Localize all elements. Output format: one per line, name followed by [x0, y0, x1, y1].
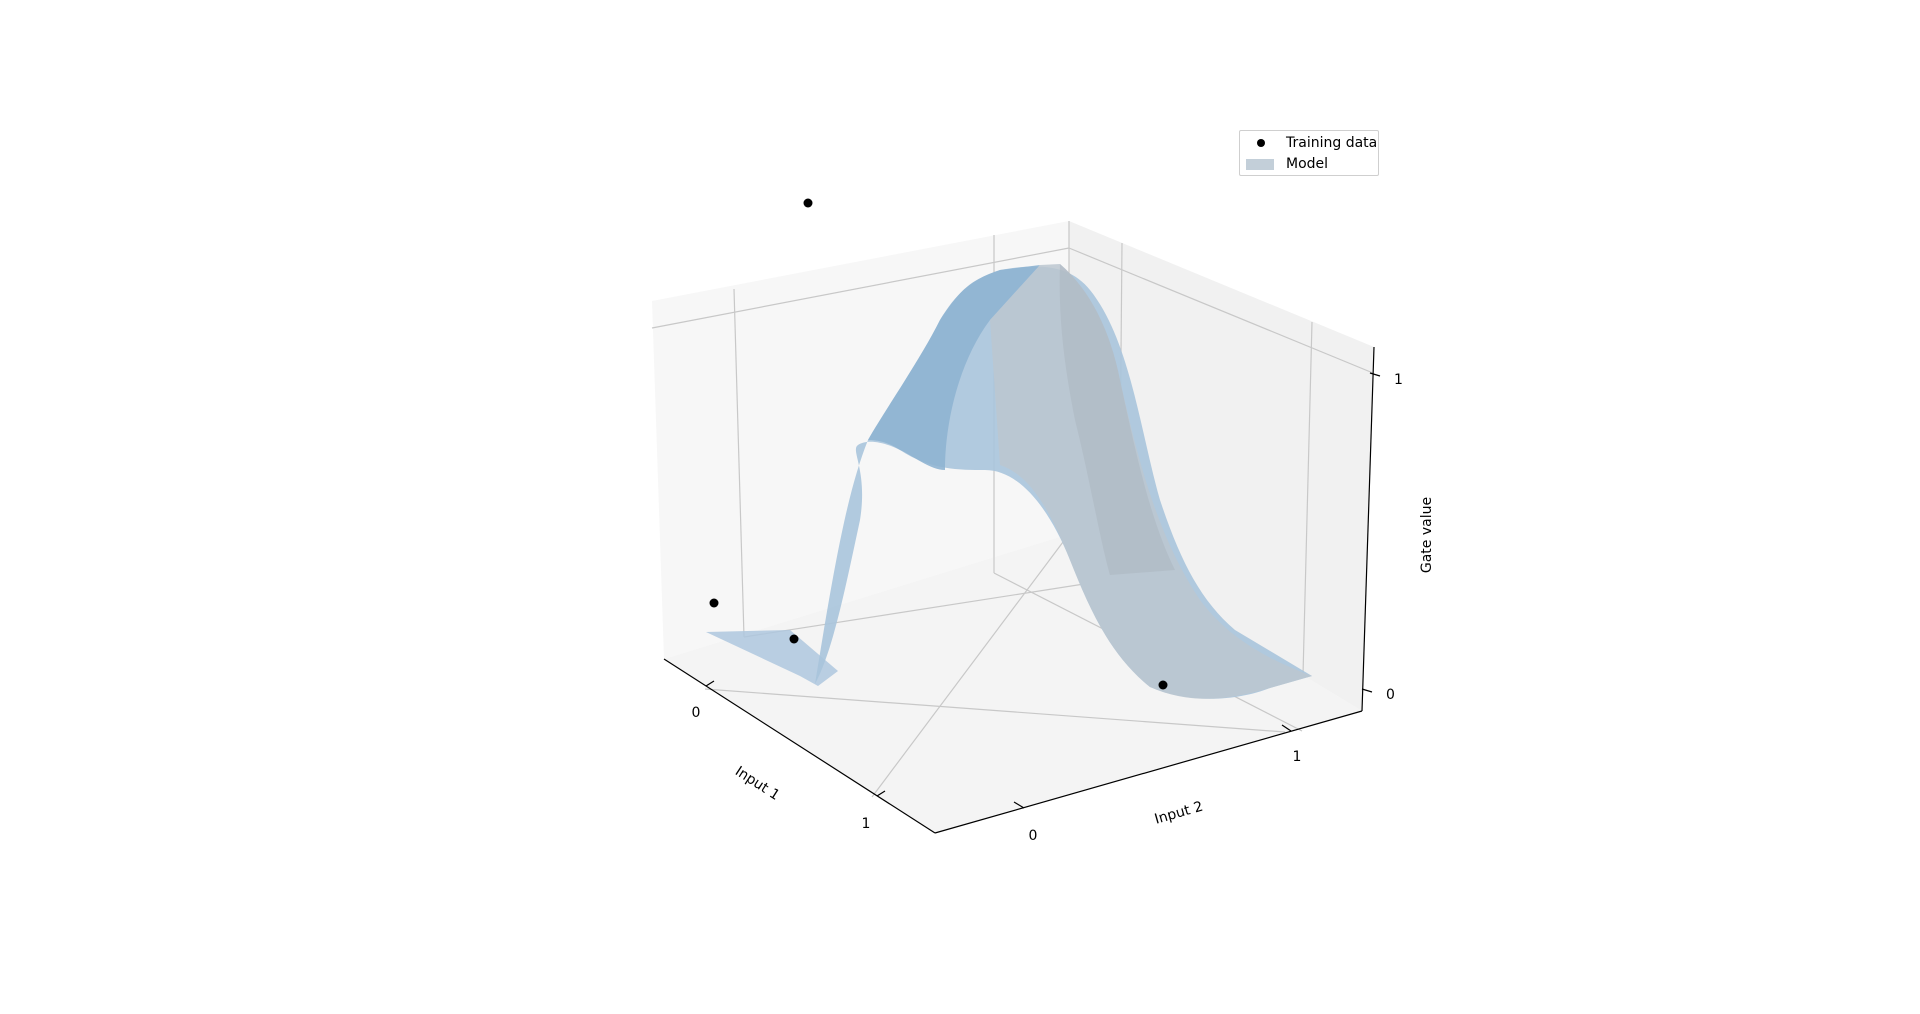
training-data-point	[789, 634, 799, 644]
legend-label-training-data: Training data	[1286, 135, 1378, 151]
x-tick-1	[876, 790, 886, 797]
z-tick-0	[1361, 688, 1373, 693]
training-data-point	[1158, 680, 1168, 690]
model-surface	[706, 264, 1312, 699]
y-tick-0	[1013, 801, 1025, 809]
legend-entry-model: Model	[1246, 154, 1328, 174]
x-axis-line	[663, 658, 936, 834]
legend-entry-training-data: Training data	[1246, 133, 1377, 153]
x-axis-label: Input 1	[732, 763, 782, 803]
back-right-pane	[1069, 221, 1374, 711]
surface-flat-left	[706, 630, 838, 686]
z-tick-label-0: 0	[1386, 687, 1395, 703]
z-tick-1	[1369, 372, 1381, 377]
legend-marker-dot	[1246, 139, 1276, 147]
training-data-point	[709, 598, 719, 608]
z-tick-label-1: 1	[1394, 372, 1403, 388]
y-tick-1	[1281, 724, 1292, 732]
legend: Training data Model	[1239, 130, 1379, 176]
z-axis-line	[1361, 346, 1375, 712]
legend-label-model: Model	[1286, 156, 1329, 172]
x-tick-0	[705, 680, 715, 687]
y-tick-label-1: 1	[1293, 749, 1302, 765]
axes-lines	[663, 346, 1381, 834]
training-data-points	[709, 198, 1168, 690]
training-data-point	[803, 198, 813, 208]
surface-shadow-face	[1059, 264, 1175, 575]
surface-ridge-left-face	[868, 265, 1040, 470]
y-tick-label-0: 0	[1029, 828, 1038, 844]
tick-labels: 0 1 0 1 0 1	[692, 372, 1403, 844]
legend-marker-patch	[1246, 158, 1274, 170]
y-axis-label: Input 2	[1153, 799, 1205, 828]
x-tick-label-0: 0	[692, 705, 701, 721]
y-axis-line	[934, 710, 1363, 834]
z-axis-label: Gate value	[1419, 497, 1435, 573]
x-tick-label-1: 1	[862, 816, 871, 832]
